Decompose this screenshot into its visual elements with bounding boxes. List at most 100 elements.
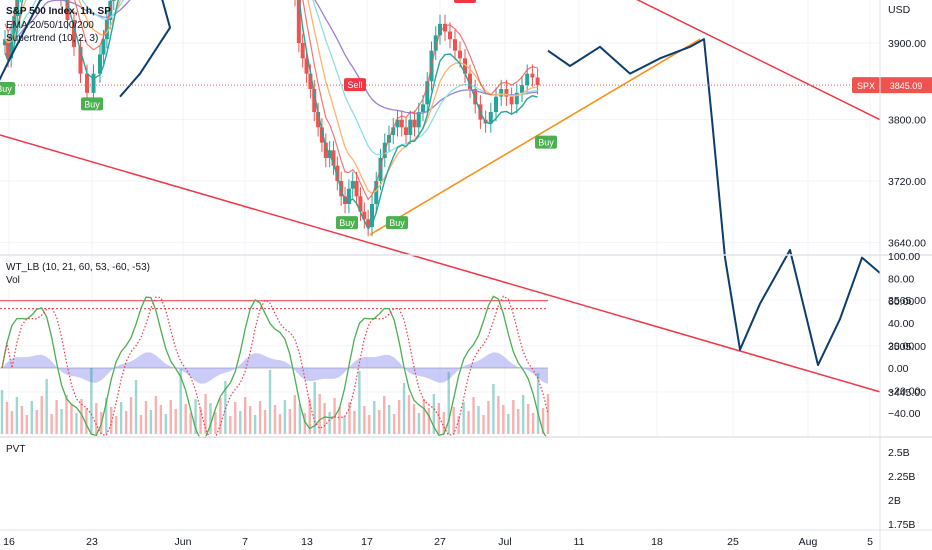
candle-body-66 [404, 127, 408, 136]
volume-bar-22 [110, 407, 113, 434]
price-tick-6: 3445.00 [888, 387, 926, 399]
volume-bar-78 [387, 405, 391, 434]
osc-tick-4: 20.00 [888, 341, 914, 353]
candle-body-73 [433, 35, 438, 51]
volume-bar-32 [159, 405, 163, 434]
main-pane: SPX 3845.09 Buy Buy Sell Buy Buy Sell Buy [0, 0, 932, 393]
candle-body-93 [535, 77, 540, 86]
price-tick-2: 3720.00 [888, 176, 926, 188]
volume-bar-3 [15, 397, 19, 434]
volume-bar-100 [497, 396, 500, 434]
candle-body-68 [412, 119, 417, 128]
signal-label-0: Buy [0, 84, 12, 94]
time-tick-0: 16 [3, 536, 15, 548]
volume-bar-71 [353, 411, 356, 434]
candle-body-60 [378, 158, 383, 182]
price-tick-1: 3800.00 [888, 115, 926, 127]
candle-body-58 [370, 204, 374, 228]
last-price-tag [880, 77, 932, 94]
volume-bar-58 [288, 409, 292, 434]
candle-body-21 [91, 73, 96, 93]
volume-bar-99 [492, 384, 495, 434]
volume-bar-81 [402, 383, 406, 434]
candle-body-76 [448, 31, 452, 40]
volume-bar-102 [507, 414, 510, 434]
candle-body-45 [319, 127, 324, 143]
volume-bar-36 [179, 369, 182, 434]
legend-wt[interactable]: WT_LB (10, 21, 60, 53, -60, -53) [6, 262, 150, 273]
volume-bar-15 [75, 413, 78, 434]
volume-bar-21 [105, 398, 108, 434]
volume-bar-0 [0, 390, 4, 434]
volume-bar-57 [283, 400, 287, 434]
candle-body-18 [72, 19, 76, 47]
volume-bar-82 [407, 395, 411, 434]
osc-tick-0: 100.00 [888, 251, 920, 263]
candle-body-59 [374, 181, 379, 205]
volume-bar-9 [45, 379, 48, 434]
volume-bar-17 [85, 408, 88, 434]
volume-bar-101 [502, 405, 505, 434]
volume-bar-94 [467, 411, 470, 434]
volume-bar-42 [209, 403, 212, 434]
candle-body-2 [9, 35, 14, 59]
symbol-tag [852, 77, 880, 94]
volume-bar-53 [263, 410, 267, 434]
candle-body-89 [514, 92, 519, 105]
osc-tick-1: 80.00 [888, 273, 914, 285]
pvt-plot-area [0, 438, 880, 529]
volume-bar-75 [373, 401, 376, 434]
volume-bar-96 [477, 406, 480, 434]
legend-supertrend[interactable]: Supertrend (10, 2, 3) [6, 33, 99, 44]
candle-body-48 [331, 150, 336, 166]
volume-bar-84 [417, 413, 421, 434]
volume-bar-50 [248, 406, 252, 434]
candle-body-85 [494, 96, 498, 113]
signal-badge-6 [535, 135, 557, 149]
legend-pvt[interactable]: PVT [6, 444, 26, 455]
price-tick-5: 3505.00 [888, 341, 926, 353]
support-line [369, 38, 701, 236]
volume-bar-74 [368, 415, 371, 434]
volume-bar-26 [129, 397, 133, 434]
volume-bar-69 [343, 416, 346, 434]
signal-badge-2 [344, 78, 366, 92]
signal-badge-3 [336, 216, 358, 230]
candle-body-87 [504, 89, 509, 97]
channel-upper-line [636, 0, 881, 121]
legend-title: S&P 500 Index, 1h, SP [6, 6, 111, 17]
signal-badge-0 [0, 82, 15, 96]
candle-body-78 [458, 50, 462, 59]
candle-body-92 [530, 73, 535, 78]
candle-body-3 [12, 16, 17, 36]
volume-bar-2 [10, 411, 14, 434]
volume-bar-8 [40, 396, 43, 434]
time-tick-2: Jun [175, 536, 192, 548]
candle-body-69 [416, 112, 421, 128]
legend-vol[interactable]: Vol [6, 275, 20, 286]
candle-body-74 [438, 23, 442, 36]
candle-body-91 [525, 73, 530, 86]
candle-body-80 [468, 73, 472, 90]
price-tick-3: 3640.00 [888, 237, 926, 249]
volume-bar-29 [144, 401, 148, 434]
channel-lower-line [0, 134, 881, 393]
candle-body-86 [499, 89, 504, 97]
volume-bar-83 [412, 404, 416, 434]
time-tick-8: 11 [574, 536, 585, 548]
time-tick-11: Aug [799, 536, 818, 548]
candle-body-64 [395, 119, 400, 128]
volume-bar-40 [199, 408, 202, 434]
volume-bar-87 [432, 394, 436, 434]
legend-ema[interactable]: EMA 20/50/100/200 [6, 20, 94, 31]
wt2-line [1, 295, 549, 441]
volume-bar-6 [30, 401, 33, 434]
time-tick-3: 7 [242, 536, 248, 548]
volume-bar-98 [487, 401, 490, 434]
volume-bar-70 [348, 402, 351, 434]
symbol-tag-text: SPX [857, 81, 875, 91]
pvt-tick-0: 2.5B [888, 447, 910, 459]
candle-body-24 [104, 19, 109, 40]
signal-badge-1 [81, 97, 103, 111]
